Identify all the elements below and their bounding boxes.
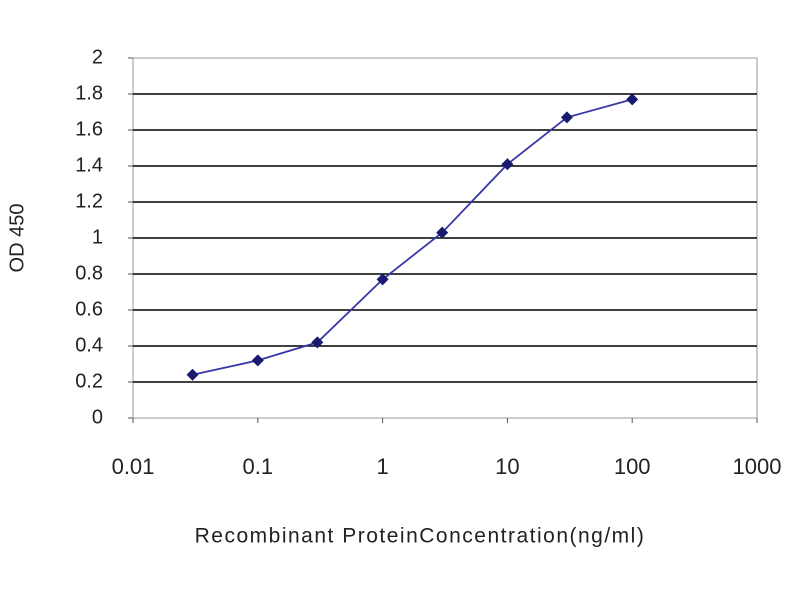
y-axis-label: OD 450 (6, 204, 28, 273)
data-point (436, 226, 449, 239)
y-tick-label: 1.8 (75, 82, 103, 104)
y-tick-label: 0.8 (75, 262, 103, 284)
y-tick-label: 0.2 (75, 370, 103, 392)
data-point (186, 368, 199, 381)
x-tick-label: 1000 (733, 454, 782, 479)
y-tick-label: 1 (92, 226, 103, 248)
y-tick-label: 2 (92, 46, 103, 68)
y-tick-label: 0.4 (75, 334, 103, 356)
data-point (376, 273, 389, 286)
data-point (251, 354, 264, 367)
x-tick-label: 1 (376, 454, 388, 479)
x-tick-label: 0.01 (112, 454, 155, 479)
x-tick-label: 100 (614, 454, 651, 479)
y-tick-label: 1.4 (75, 154, 103, 176)
data-point (311, 336, 324, 349)
x-axis-label: Recombinant ProteinConcentration(ng/ml) (195, 525, 646, 548)
data-point (560, 111, 573, 124)
data-point (626, 93, 639, 106)
y-tick-label: 1.2 (75, 190, 103, 212)
data-point (501, 158, 514, 171)
x-tick-label: 10 (495, 454, 519, 479)
data-line (192, 98, 633, 376)
y-tick-label: 0.6 (75, 298, 103, 320)
y-tick-label: 0 (92, 406, 103, 428)
y-tick-label: 1.6 (75, 118, 103, 140)
x-tick-label: 0.1 (243, 454, 274, 479)
